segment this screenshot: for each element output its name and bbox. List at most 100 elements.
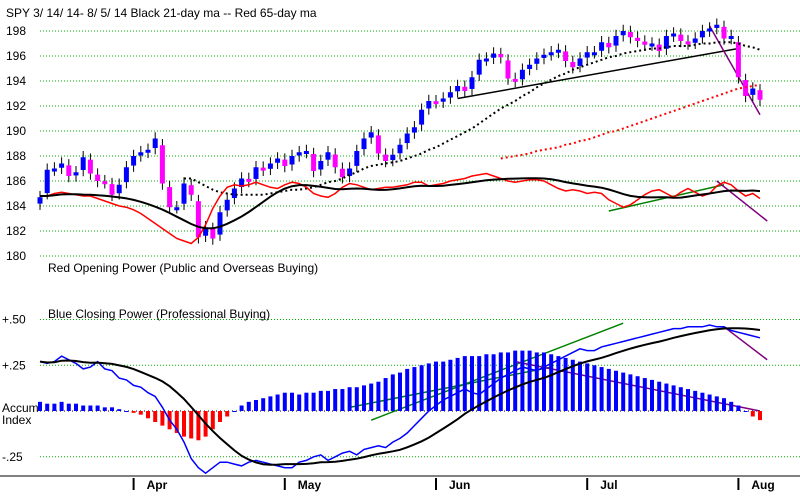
accum-tick-label: +.25	[2, 358, 26, 372]
accum-bar	[131, 411, 136, 413]
accum-bar	[635, 376, 640, 411]
candle-body	[707, 28, 713, 32]
candle-body	[541, 54, 547, 58]
accum-bar	[347, 387, 352, 411]
accum-bar	[290, 392, 294, 411]
candle-body	[368, 132, 374, 138]
closing-power-line	[39, 324, 761, 475]
candle-body	[390, 154, 396, 161]
candle-body	[635, 37, 641, 41]
accum-bar	[225, 411, 230, 417]
indicator-lines	[39, 41, 761, 475]
accum-bar	[38, 401, 42, 411]
accum-bar	[513, 350, 518, 411]
opening-power-label: Red Opening Power (Public and Overseas B…	[48, 261, 318, 275]
candle-body	[246, 178, 252, 182]
candle-body	[721, 26, 727, 39]
price-tick-label: 192	[6, 99, 26, 113]
candle-body	[447, 92, 453, 98]
accum-bar	[599, 367, 604, 411]
accum-bar	[412, 367, 417, 411]
month-label: Jul	[600, 478, 617, 492]
candle-body	[527, 64, 533, 69]
candle-body	[138, 152, 144, 156]
accum-bar	[333, 389, 338, 411]
accum-bar	[138, 411, 143, 415]
accum-bar	[376, 381, 381, 411]
accum-bar	[707, 394, 712, 411]
closing-power-ma	[39, 327, 761, 466]
candle-body	[318, 161, 324, 170]
candle-body	[476, 59, 482, 75]
price-tick-label: 190	[6, 124, 26, 138]
accum-bar	[592, 365, 597, 411]
accum-bar	[210, 411, 215, 430]
candle-body	[159, 145, 165, 184]
accum-bar	[714, 396, 719, 411]
accum-bar	[369, 383, 374, 411]
accum-bar	[398, 372, 402, 411]
accum-bar	[606, 368, 611, 411]
price-tick-label: 196	[6, 49, 26, 63]
accum-bar	[520, 350, 525, 411]
candle-body	[95, 174, 101, 181]
accum-bar	[261, 398, 266, 411]
accum-bar	[74, 403, 78, 411]
price-down-line	[708, 25, 761, 116]
candle-body	[231, 188, 237, 199]
candle-body	[325, 152, 331, 160]
candle-body	[678, 34, 684, 41]
candle-body	[570, 61, 576, 68]
candle-body	[303, 151, 309, 154]
accum-bar	[743, 411, 748, 412]
price-tick-label: 184	[6, 199, 26, 213]
accum-bar	[578, 361, 582, 411]
candle-body	[87, 159, 93, 174]
candle-body	[145, 149, 151, 153]
accum-bar	[693, 390, 698, 411]
candle-body	[59, 163, 65, 168]
accum-bar	[124, 411, 129, 412]
accum-bar	[102, 407, 107, 411]
accum-bar	[527, 350, 532, 411]
accum-bar	[174, 411, 179, 433]
accum-bar	[52, 403, 57, 411]
accum-bar	[563, 357, 568, 411]
accum-bar	[455, 357, 460, 411]
accum-bar	[462, 356, 467, 411]
accum-bar	[491, 354, 496, 411]
accum-bar	[534, 352, 539, 411]
price-tick-label: 182	[6, 224, 26, 238]
accum-bar	[239, 405, 244, 411]
accum-bar	[304, 392, 309, 411]
candle-body	[426, 101, 432, 109]
accum-bar	[426, 363, 431, 411]
accum-bars	[38, 350, 762, 441]
candle-body	[419, 109, 425, 125]
candle-body	[375, 135, 381, 154]
candle-body	[361, 138, 367, 150]
accum-bar	[110, 407, 114, 411]
accum-bar	[686, 389, 690, 411]
candle-body	[167, 187, 173, 208]
chart-title: SPY 3/ 14/ 14- 8/ 5/ 14 Black 21-day ma …	[6, 6, 317, 20]
candle-body	[620, 31, 626, 36]
price-support-line	[457, 47, 739, 100]
accum-bar	[750, 411, 755, 417]
candle-body	[339, 168, 345, 178]
accum-bar	[232, 411, 237, 412]
candle-body	[534, 58, 540, 64]
accum-bar	[621, 372, 626, 411]
candle-body	[73, 172, 79, 176]
candle-body	[663, 36, 669, 49]
accum-bar	[218, 411, 222, 422]
candle-body	[203, 227, 209, 236]
accum-bar	[95, 405, 100, 411]
accum-bar	[196, 411, 201, 441]
candle-body	[728, 36, 734, 39]
accum-bar	[390, 374, 395, 411]
ma65-line	[500, 83, 761, 160]
candle-body	[519, 69, 525, 80]
